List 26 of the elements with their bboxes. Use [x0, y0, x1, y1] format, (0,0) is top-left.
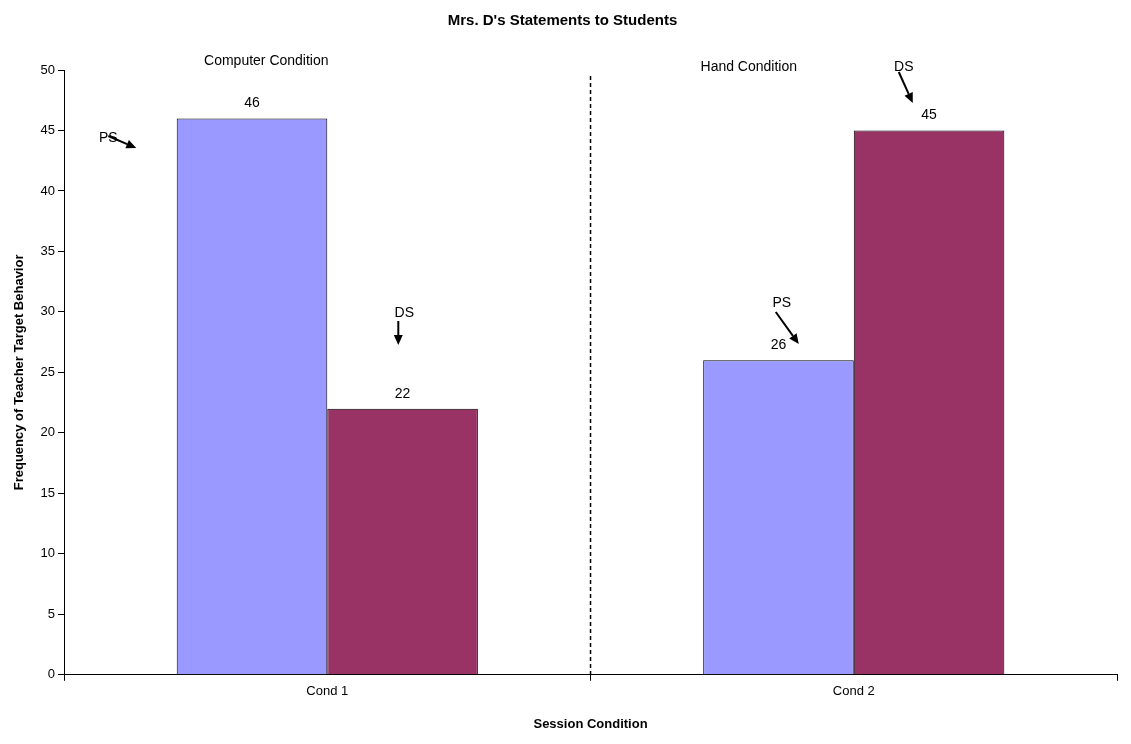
y-axis-title: Frequency of Teacher Target Behavior	[11, 254, 27, 491]
y-tick-label: 25	[40, 363, 56, 379]
annotation: DS	[894, 57, 914, 74]
data-label: 45	[921, 106, 938, 123]
y-tick-label: 15	[40, 484, 56, 500]
annotation: PS	[98, 128, 118, 145]
text: Computer Condition	[204, 51, 329, 68]
y-tick-label: 50	[40, 61, 56, 77]
data-label: 26	[770, 336, 787, 353]
y-tick-label: 10	[40, 545, 56, 561]
y-tick-label: 5	[47, 605, 56, 621]
y-tick-label: 20	[40, 424, 56, 440]
x-tick-label: Cond 1	[306, 683, 349, 699]
data-label: 22	[394, 384, 411, 401]
data-label: 46	[244, 94, 261, 111]
y-tick-label: 30	[40, 303, 56, 319]
annotation: PS	[772, 293, 792, 310]
y-tick-label: 40	[40, 182, 56, 198]
x-axis-title: Session Condition	[533, 715, 648, 731]
chart-title: Mrs. D's Statements to Students	[447, 11, 678, 29]
y-tick-label: 45	[40, 122, 56, 138]
y-tick-label: 35	[40, 243, 56, 259]
annotation: Hand Condition	[700, 57, 798, 74]
x-tick-label: Cond 2	[832, 683, 875, 699]
annotation: DS	[394, 303, 415, 320]
y-tick-label: 0	[47, 666, 56, 682]
